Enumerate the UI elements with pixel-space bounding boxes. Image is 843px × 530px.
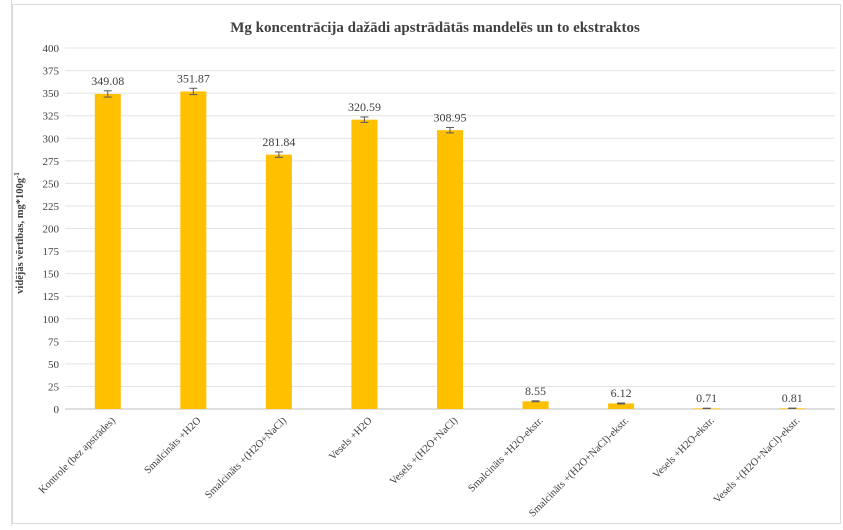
y-tick-label: 275 [43, 156, 60, 168]
x-tick-label: Vesels +(H2O+NaCl) [388, 415, 460, 487]
y-axis-title: vidējās vērtības, mg*100g-1 [13, 172, 26, 294]
data-label: 351.87 [177, 71, 210, 85]
y-tick-label: 325 [43, 111, 60, 123]
bar [351, 119, 378, 409]
data-label: 6.12 [611, 386, 632, 400]
y-tick-label: 150 [43, 269, 60, 281]
data-label: 308.95 [434, 110, 467, 124]
y-tick-label: 225 [43, 201, 60, 213]
y-tick-label: 50 [48, 359, 60, 371]
bar [608, 403, 635, 409]
x-tick-label: Vesels +H2O [327, 415, 375, 463]
chart-area: Mg koncentrācija dažādi apstrādātās mand… [12, 4, 841, 524]
bar [522, 401, 549, 409]
bar [265, 154, 292, 409]
chart-title: Mg koncentrācija dažādi apstrādātās mand… [230, 20, 640, 36]
y-tick-label: 250 [43, 178, 60, 190]
y-tick-label: 200 [43, 224, 60, 236]
y-tick-label: 175 [43, 246, 60, 258]
data-label: 349.08 [91, 74, 124, 88]
data-label: 320.59 [348, 100, 381, 114]
y-axis-title-superscript: -1 [13, 172, 21, 178]
bar [437, 130, 463, 410]
error-bars [103, 87, 797, 410]
y-tick-label: 75 [48, 336, 60, 348]
y-tick-label: 350 [43, 88, 60, 100]
bar-chart: Mg koncentrācija dažādi apstrādātās mand… [13, 20, 835, 519]
data-labels: 349.08 351.87 281.84 320.59 308.95 8.55 6.12 0.… [91, 71, 802, 405]
y-tick-label: 125 [43, 291, 60, 303]
x-tick-label: Vesels +H2O-ekstr. [651, 415, 717, 481]
data-label: 281.84 [262, 135, 295, 149]
data-label: 0.81 [782, 391, 803, 405]
y-tick-label: 300 [43, 133, 60, 145]
y-axis-ticks: 0 25 50 75 100 125 150 175 200 225 250 275 300 325 350… [43, 43, 60, 416]
bars [94, 91, 806, 410]
data-label: 0.71 [696, 391, 717, 405]
window-edge [0, 0, 12, 526]
y-tick-label: 0 [54, 404, 60, 416]
x-tick-label: Smalcināts +(H2O+NaCl)-ekstr. [527, 415, 631, 519]
x-tick-label: Smalcināts +H2O [143, 415, 204, 476]
data-label: 8.55 [525, 384, 546, 398]
y-tick-label: 25 [48, 381, 60, 393]
y-tick-label: 400 [43, 43, 60, 55]
x-tick-label: Smalcināts +H2O-ekstr. [466, 415, 545, 494]
x-tick-label: Vesels +(H2O+NaCl)-ekstr. [712, 415, 802, 505]
x-tick-label: Kontrole (bez apstrādes) [37, 415, 118, 496]
x-axis-ticks: Kontrole (bez apstrādes) Smalcināts +H2O S… [37, 415, 802, 519]
y-tick-label: 375 [43, 66, 60, 78]
x-tick-label: Smalcināts +(H2O+NaCl) [203, 415, 289, 501]
y-tick-label: 100 [43, 314, 60, 326]
bar [94, 93, 121, 410]
bar [180, 91, 207, 410]
